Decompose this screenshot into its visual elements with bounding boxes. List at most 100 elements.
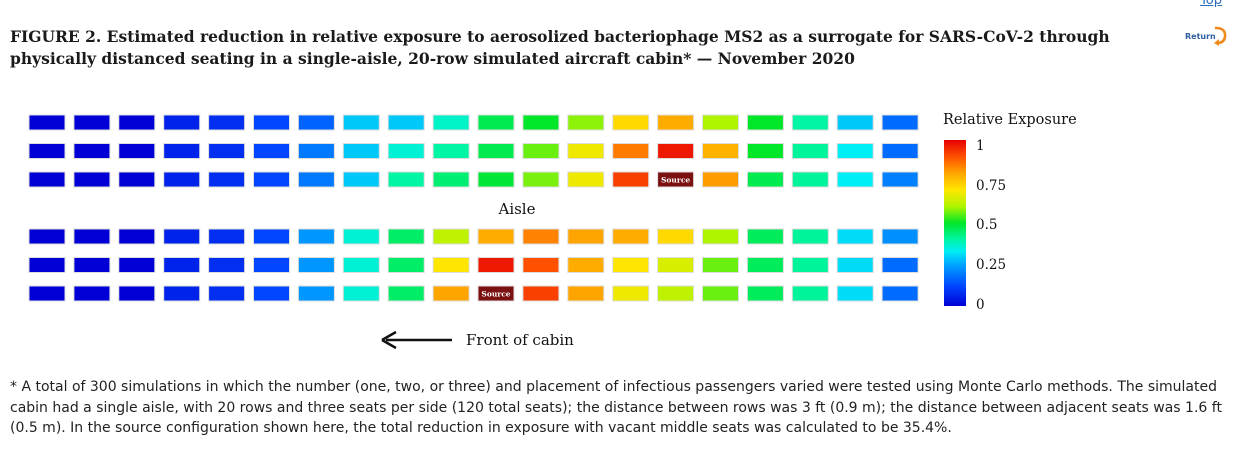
seat-cell	[836, 285, 874, 302]
seat-cell	[118, 285, 156, 302]
exposure-heatmap: Source Source Aisle Front of cabin Relative …	[28, 112, 1077, 350]
seat-cell	[477, 143, 515, 159]
seat-cell	[163, 228, 201, 245]
seat-cell	[477, 228, 515, 245]
seat-cell	[522, 143, 560, 159]
seat-cell	[253, 143, 290, 159]
seat-cell	[746, 228, 784, 245]
seat-cell	[208, 171, 246, 188]
seat-cell	[253, 285, 290, 302]
seat-cell	[567, 257, 605, 273]
seat-cell	[342, 171, 380, 188]
seat-cell	[567, 171, 605, 188]
seat-cell	[612, 285, 650, 302]
seat-cell	[387, 114, 425, 131]
figure-footnote: * A total of 300 simulations in which th…	[10, 379, 1222, 436]
seat-cell	[28, 114, 66, 131]
direction-label: Front of cabin	[466, 331, 574, 349]
seat-cell	[28, 285, 66, 302]
seat-cell	[342, 114, 380, 131]
seat-cell	[297, 114, 335, 131]
seat-cell	[432, 257, 470, 273]
seat-cell	[522, 257, 560, 273]
top-link[interactable]: Top	[1200, 0, 1222, 8]
seat-cell	[657, 285, 695, 302]
seat-cell	[702, 143, 739, 159]
seat-cell	[881, 228, 919, 245]
seat-cell	[477, 171, 515, 188]
seat-cell	[612, 257, 650, 273]
seat-cell	[612, 228, 650, 245]
colorbar-tick-label: 0.75	[976, 178, 1006, 194]
seat-cell	[612, 114, 650, 131]
seat-cell	[208, 257, 246, 273]
figure-title: FIGURE 2. Estimated reduction in relativ…	[10, 27, 1110, 68]
return-arrow-icon	[1214, 26, 1227, 46]
seat-cell	[387, 257, 425, 273]
seat-cell	[28, 143, 66, 159]
colorbar-title: Relative Exposure	[943, 112, 1077, 128]
seat-cell	[477, 114, 515, 131]
seat-cell	[702, 257, 739, 273]
seat-cell	[73, 171, 111, 188]
seat-cell	[297, 285, 335, 302]
seat-cell	[881, 285, 919, 302]
colorbar	[944, 140, 966, 306]
seat-cell	[253, 257, 290, 273]
colorbar-tick-label: 0	[976, 297, 985, 313]
seat-cell	[746, 171, 784, 188]
seat-cell	[387, 143, 425, 159]
seat-cell	[73, 114, 111, 131]
seat-cell	[836, 114, 874, 131]
source-seat	[657, 171, 695, 188]
aisle-label: Aisle	[497, 200, 535, 218]
seat-cell	[791, 228, 829, 245]
seat-cell	[522, 171, 560, 188]
colorbar-tick-label: 0.5	[976, 217, 997, 233]
seat-cell	[657, 114, 695, 131]
seat-cell	[836, 171, 874, 188]
seat-cell	[118, 228, 156, 245]
seat-cell	[163, 114, 201, 131]
seat-cell	[73, 228, 111, 245]
seat-cell	[746, 114, 784, 131]
seat-cell	[657, 143, 695, 159]
seat-cell	[567, 114, 605, 131]
seat-cell	[342, 257, 380, 273]
seat-cell	[791, 143, 829, 159]
return-button[interactable]: Return	[1183, 22, 1229, 48]
seat-cell	[746, 285, 784, 302]
seat-cell	[253, 171, 290, 188]
seat-cell	[118, 114, 156, 131]
seat-cell	[253, 228, 290, 245]
seat-cell	[342, 143, 380, 159]
seat-cell	[208, 114, 246, 131]
seat-cell	[253, 114, 290, 131]
seat-cell	[881, 257, 919, 273]
seat-cell	[567, 285, 605, 302]
seat-cell	[297, 228, 335, 245]
source-label: Source	[481, 290, 510, 299]
seat-cell	[612, 143, 650, 159]
seat-cell	[836, 257, 874, 273]
source-label: Source	[661, 176, 690, 185]
seat-cell	[342, 228, 380, 245]
seat-cell	[163, 257, 201, 273]
seat-cell	[432, 171, 470, 188]
seat-cell	[297, 257, 335, 273]
seat-cell	[791, 171, 829, 188]
seat-cell	[208, 143, 246, 159]
seat-cell	[73, 285, 111, 302]
seat-cell	[118, 143, 156, 159]
colorbar-tick-label: 1	[976, 138, 985, 154]
seat-cell	[118, 257, 156, 273]
seat-cell	[163, 285, 201, 302]
seat-cell	[791, 257, 829, 273]
seat-cell	[297, 143, 335, 159]
seat-cell	[208, 285, 246, 302]
seat-cell	[163, 143, 201, 159]
seat-cell	[387, 285, 425, 302]
seat-cell	[702, 114, 739, 131]
seat-cell	[297, 171, 335, 188]
seat-cell	[28, 228, 66, 245]
